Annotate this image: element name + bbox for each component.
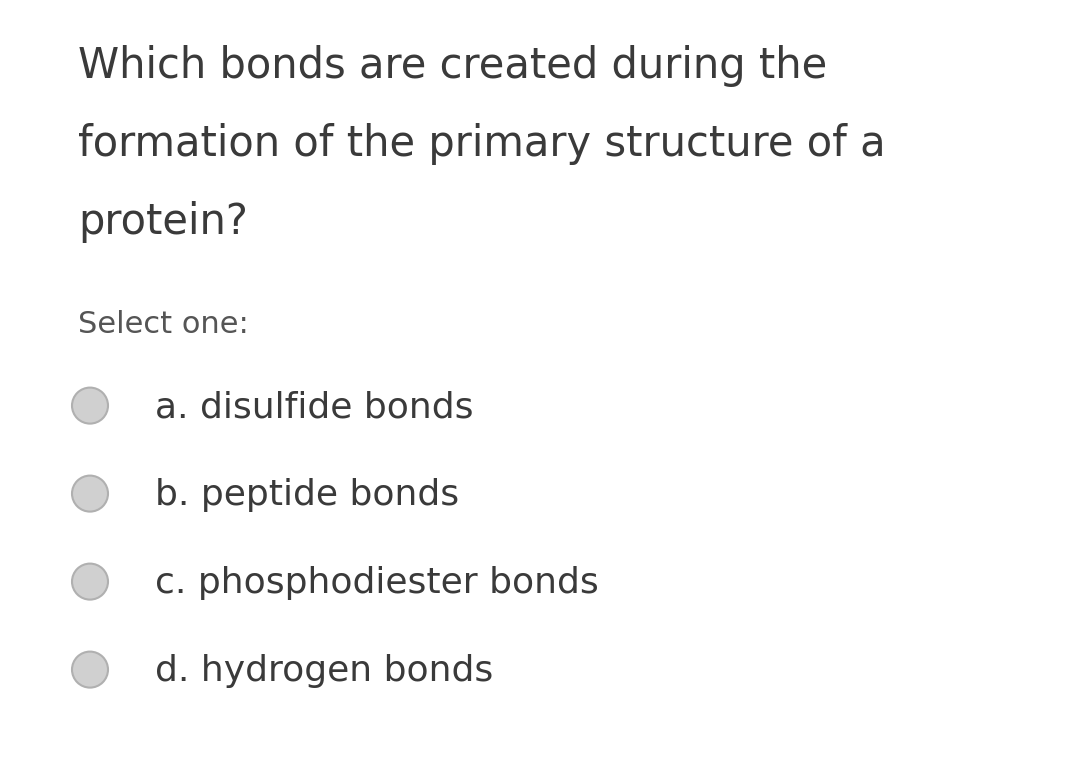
Text: Which bonds are created during the: Which bonds are created during the	[78, 45, 827, 87]
Circle shape	[72, 563, 108, 600]
Circle shape	[72, 476, 108, 512]
Text: a. disulfide bonds: a. disulfide bonds	[156, 390, 473, 424]
Text: d. hydrogen bonds: d. hydrogen bonds	[156, 654, 494, 688]
Text: protein?: protein?	[78, 201, 248, 243]
Circle shape	[72, 388, 108, 424]
Circle shape	[72, 651, 108, 688]
Text: c. phosphodiester bonds: c. phosphodiester bonds	[156, 566, 598, 600]
Text: formation of the primary structure of a: formation of the primary structure of a	[78, 123, 886, 165]
Text: Select one:: Select one:	[78, 310, 248, 339]
Text: b. peptide bonds: b. peptide bonds	[156, 478, 459, 512]
